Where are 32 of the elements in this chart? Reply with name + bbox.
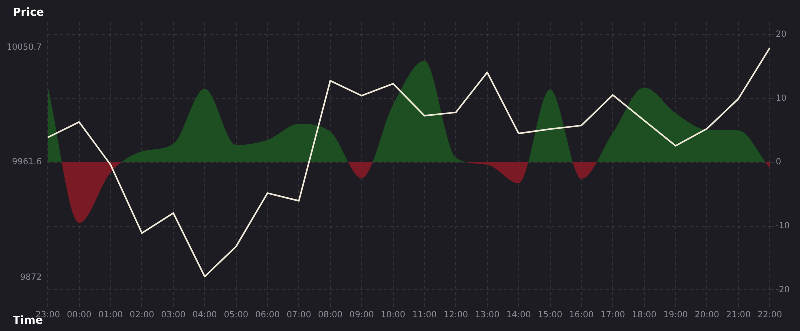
x-tick-label: 05:00 — [224, 310, 249, 320]
x-tick-label: 15:00 — [538, 310, 563, 320]
y2-tick-label: -10 — [776, 222, 790, 232]
x-tick-label: 19:00 — [664, 310, 688, 320]
y2-tick-label: 10 — [776, 94, 787, 104]
x-tick-label: 09:00 — [350, 310, 374, 320]
x-tick-label: 17:00 — [600, 310, 626, 320]
x-tick-label: 16:00 — [569, 310, 594, 320]
x-tick-label: 13:00 — [475, 310, 500, 320]
x-tick-label: 12:00 — [444, 310, 468, 320]
x-tick-label: 11:00 — [412, 310, 437, 320]
x-tick-label: 07:00 — [286, 310, 312, 320]
x-tick-label: 06:00 — [255, 310, 280, 320]
x-tick-label: 03:00 — [161, 310, 186, 320]
x-tick-label: 22:00 — [758, 310, 782, 320]
x-tick-label: 02:00 — [130, 310, 154, 320]
x-tick-label: 10:00 — [381, 310, 406, 320]
y-tick-label: 9872 — [20, 272, 42, 283]
y-axis-title: Price — [13, 6, 44, 19]
y-tick-label: 10050.7 — [6, 43, 42, 54]
x-tick-label: 04:00 — [192, 310, 218, 320]
x-tick-label: 21:00 — [726, 310, 751, 320]
y2-tick-label: 0 — [776, 158, 782, 168]
x-tick-label: 01:00 — [98, 310, 124, 320]
y2-tick-label: -20 — [776, 285, 790, 296]
x-tick-label: 18:00 — [632, 310, 657, 320]
x-tick-label: 14:00 — [506, 310, 532, 320]
x-tick-label: 08:00 — [318, 310, 343, 320]
x-tick-label: 20:00 — [694, 310, 720, 320]
y2-tick-label: 20 — [776, 30, 787, 40]
y-tick-label: 9961.6 — [12, 158, 42, 168]
x-tick-label: 00:00 — [67, 310, 92, 320]
